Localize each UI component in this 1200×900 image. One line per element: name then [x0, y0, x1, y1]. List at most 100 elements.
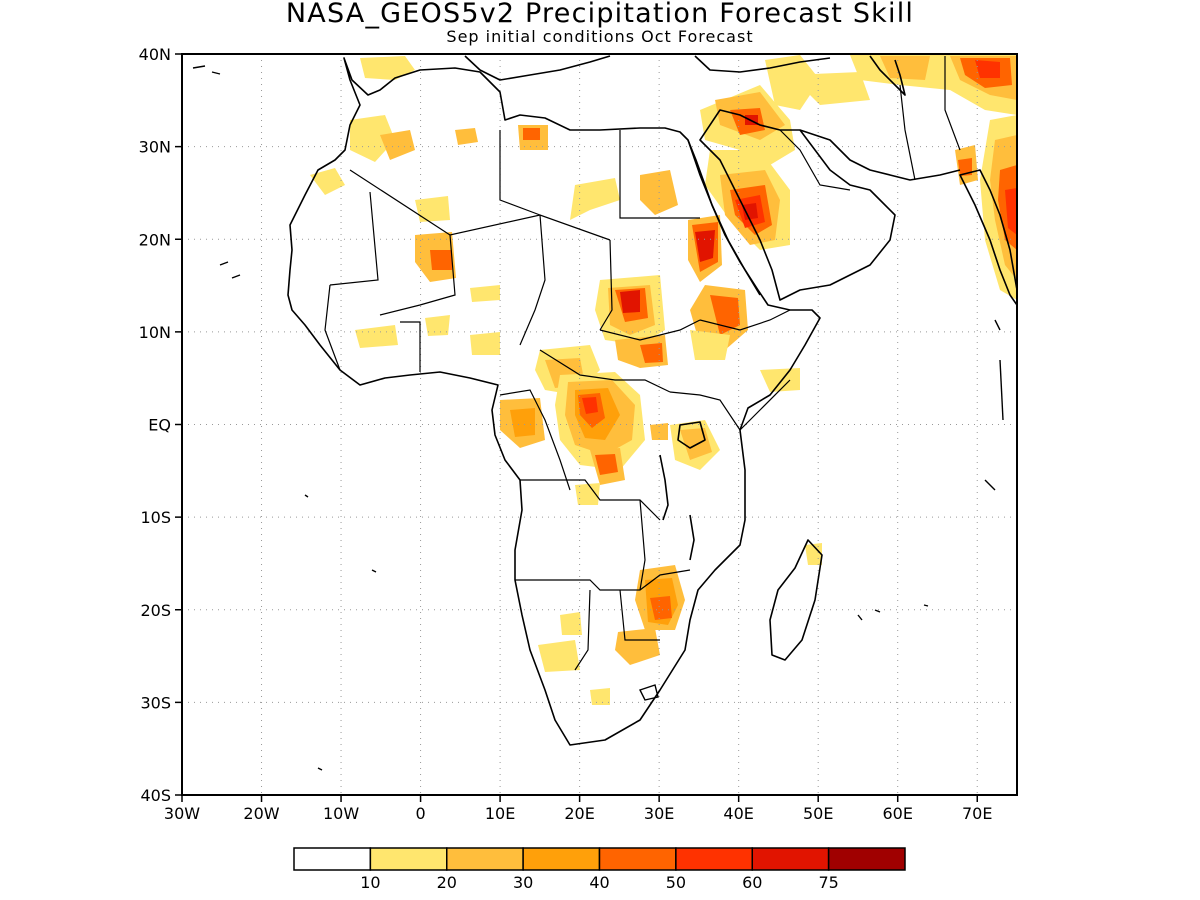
lon-tick-label: 0 — [415, 804, 425, 823]
border-line — [699, 309, 791, 331]
coastlines — [287, 55, 1017, 746]
skill-region — [560, 612, 582, 635]
longitude-axis: 30W 20W 10W 0 10E 20E 30E 40E 50E 60E 70E — [164, 795, 992, 823]
lon-tick-label: 10E — [485, 804, 515, 823]
skill-region — [742, 203, 758, 220]
border-line — [379, 234, 456, 316]
skill-region — [790, 72, 870, 105]
border-line — [519, 214, 546, 346]
skill-region — [380, 130, 415, 160]
border-line — [619, 130, 700, 219]
lat-tick-label: 40N — [139, 45, 171, 64]
skill-region — [575, 483, 600, 505]
colorbar-swatch — [827, 847, 906, 871]
skill-region — [570, 178, 620, 220]
colorbar-swatch — [751, 847, 830, 871]
lat-tick-label: 20S — [140, 601, 171, 620]
colorbar-label: 60 — [742, 873, 762, 892]
border-line — [619, 589, 660, 641]
colorbar-label: 20 — [437, 873, 457, 892]
madagascar-coastline — [769, 539, 823, 661]
skill-region — [538, 640, 580, 672]
island — [984, 479, 996, 491]
island — [231, 274, 241, 279]
skill-region — [620, 290, 640, 313]
lon-tick-label: 30W — [164, 804, 200, 823]
skill-region — [650, 423, 668, 440]
lon-tick-label: 70E — [962, 804, 992, 823]
skill-region — [640, 343, 663, 363]
border-line — [499, 130, 541, 216]
lake-tanganyika — [659, 454, 669, 521]
skill-region — [425, 315, 450, 336]
skill-region — [582, 397, 598, 414]
skill-region — [350, 115, 395, 162]
border-line — [499, 389, 571, 491]
colorbar-label: 30 — [513, 873, 533, 892]
skill-region — [430, 250, 452, 270]
border-line — [329, 191, 379, 286]
border-line — [349, 169, 611, 241]
skill-region — [415, 196, 450, 222]
lat-tick-label: 10S — [140, 508, 171, 527]
colorbar-label: 75 — [818, 873, 838, 892]
national-borders — [324, 56, 961, 671]
border-line — [599, 319, 701, 341]
lon-tick-label: 30E — [644, 804, 674, 823]
lat-tick-label: 40S — [140, 786, 171, 805]
skill-region — [880, 56, 930, 80]
border-line — [739, 379, 791, 431]
skill-region — [470, 285, 500, 302]
turkey-coastline — [694, 55, 831, 73]
lat-tick-label: 10N — [139, 323, 171, 342]
latitude-axis: 40N 30N 20N 10N EQ 10S 20S 30S 40S — [139, 45, 182, 805]
colorbar-label: 40 — [589, 873, 609, 892]
skill-region — [360, 56, 415, 80]
colorbar-label: 50 — [666, 873, 686, 892]
skill-region — [695, 230, 715, 262]
skill-region — [455, 128, 478, 145]
island — [219, 261, 229, 266]
persian-gulf-coastline — [799, 129, 961, 181]
skill-region — [615, 628, 660, 665]
border-line — [899, 84, 916, 181]
skill-region — [590, 688, 610, 705]
border-line — [779, 129, 851, 191]
europe-coastline — [464, 55, 611, 81]
island — [639, 684, 659, 701]
border-line — [539, 349, 671, 393]
arabia-coastline — [699, 109, 896, 301]
lat-tick-label: 30N — [139, 138, 171, 157]
skill-region — [650, 596, 672, 620]
colorbar-label: 10 — [360, 873, 380, 892]
skill-region — [710, 295, 740, 335]
border-line — [400, 321, 421, 372]
skill-region — [595, 454, 618, 475]
skill-region — [510, 408, 535, 437]
island — [317, 767, 323, 771]
skill-shading-layer — [310, 55, 1017, 705]
border-line — [599, 239, 613, 331]
lake-victoria — [677, 421, 706, 449]
skill-region — [805, 543, 822, 565]
map-title: NASA_GEOS5v2 Precipitation Forecast Skil… — [285, 0, 915, 29]
border-line — [639, 499, 646, 591]
lon-tick-label: 20W — [243, 804, 279, 823]
lon-tick-label: 60E — [882, 804, 912, 823]
island — [923, 604, 929, 607]
skill-region — [765, 55, 820, 110]
border-line — [944, 56, 961, 151]
skill-region — [760, 368, 800, 392]
border-line — [669, 391, 741, 431]
island — [211, 71, 221, 75]
lat-tick-label: EQ — [148, 416, 171, 435]
island — [874, 609, 881, 613]
skill-region — [470, 332, 500, 355]
colorbar-swatch — [446, 847, 524, 871]
colorbar-swatch — [369, 847, 448, 871]
colorbar: 10 20 30 40 50 60 75 — [293, 847, 906, 892]
island — [371, 569, 377, 573]
colorbar-swatch — [522, 847, 601, 871]
lon-tick-label: 20E — [564, 804, 594, 823]
